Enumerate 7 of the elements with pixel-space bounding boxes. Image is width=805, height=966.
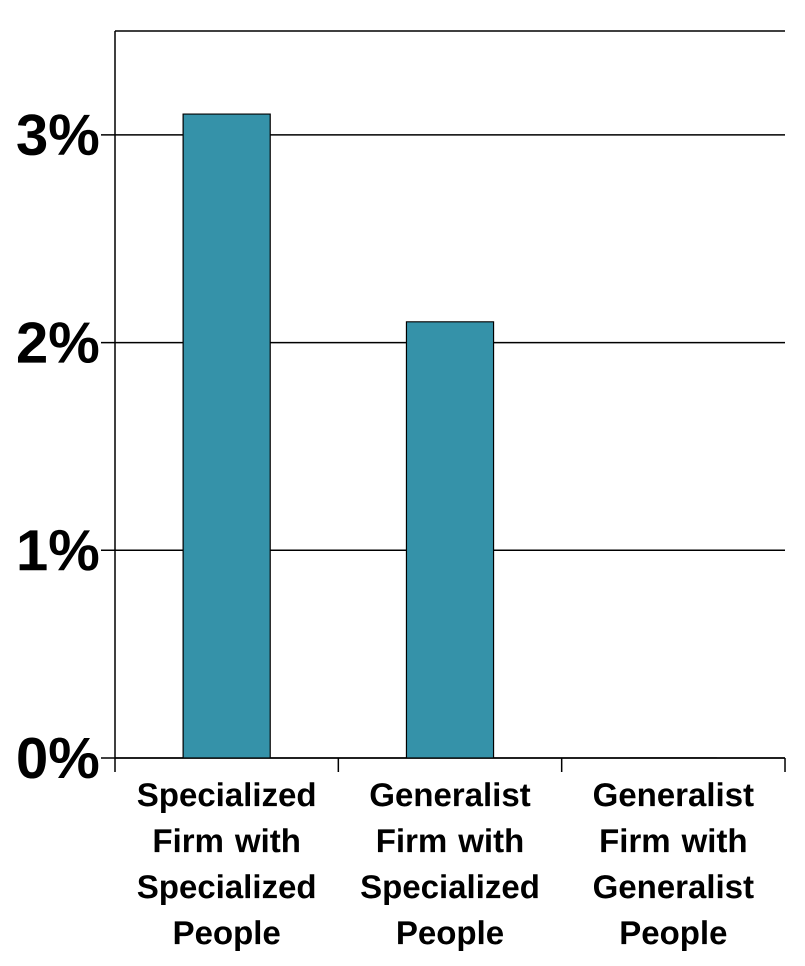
x-tick-label: Generalist Firm with Specialized People (361, 782, 538, 951)
y-tick-label: 0% (18, 737, 98, 779)
y-tick-label: 2% (18, 322, 98, 364)
y-tick-label: 3% (17, 114, 98, 156)
x-tick-label: Generalist Firm with Generalist People (594, 782, 754, 951)
x-tick-label: Specialized Firm with Specialized People (138, 782, 314, 951)
y-tick-label: 1% (20, 530, 98, 571)
